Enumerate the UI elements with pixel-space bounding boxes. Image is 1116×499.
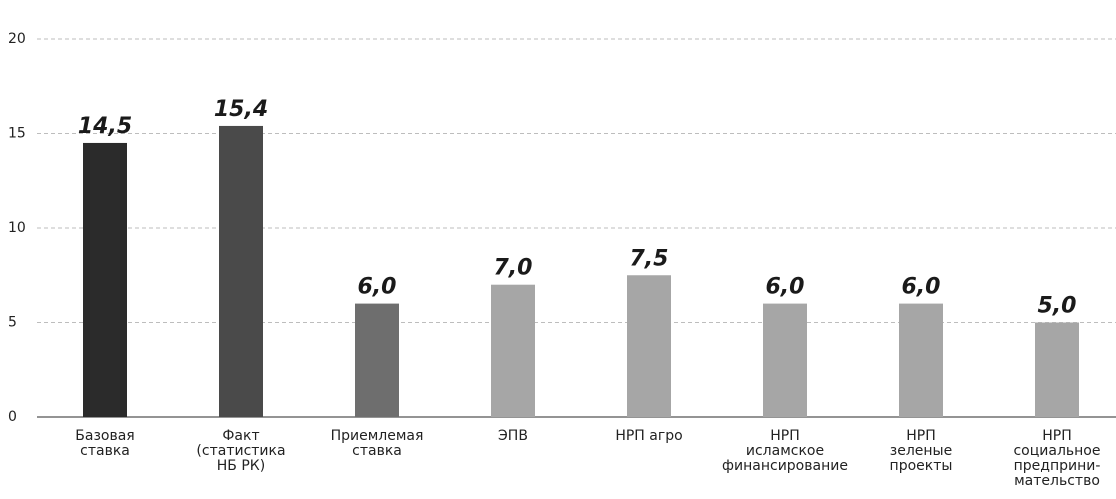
x-tick-label: НРП агро [615, 428, 682, 444]
y-tick-label: 10 [8, 220, 26, 236]
x-tick-label: ставка [352, 443, 402, 459]
y-tick-label: 20 [8, 31, 26, 47]
value-label: 6,0 [358, 275, 397, 300]
y-tick-label: 0 [8, 409, 17, 425]
value-label: 7,5 [630, 246, 669, 271]
x-tick-label: зеленые [890, 443, 952, 459]
x-tick-label: (статистика [196, 443, 285, 459]
x-tick-label: социальное [1013, 443, 1100, 459]
x-tick-label: мательство [1014, 473, 1100, 489]
bar [83, 142, 127, 417]
x-tick-label: НРП [770, 428, 800, 444]
value-label: 5,0 [1038, 294, 1077, 319]
x-tick-label: Приемлемая [331, 428, 424, 444]
y-tick-label: 15 [8, 126, 26, 142]
bar [627, 275, 671, 417]
x-tick-label: ставка [80, 443, 130, 459]
x-tick-label: проекты [890, 458, 953, 474]
x-tick-label: НБ РК) [217, 458, 265, 474]
x-tick-label: ЭПВ [498, 428, 528, 444]
bar [491, 284, 535, 417]
y-tick-label: 5 [8, 315, 17, 331]
x-tick-label: НРП [906, 428, 936, 444]
value-label: 6,0 [766, 275, 805, 300]
bar [899, 303, 943, 417]
x-tick-label: Факт [222, 428, 259, 444]
x-tick-label: НРП [1042, 428, 1072, 444]
x-tick-label: исламское [746, 443, 824, 459]
bar [355, 303, 399, 417]
value-label: 7,0 [494, 256, 533, 281]
x-tick-label: Базовая [75, 428, 134, 444]
bar [219, 125, 263, 417]
value-label: 15,4 [214, 97, 268, 122]
bar [1035, 322, 1079, 417]
bar [763, 303, 807, 417]
x-tick-label: предприни- [1014, 458, 1101, 474]
value-label: 14,5 [78, 114, 132, 139]
x-tick-label: финансирование [722, 458, 848, 474]
value-label: 6,0 [902, 275, 941, 300]
